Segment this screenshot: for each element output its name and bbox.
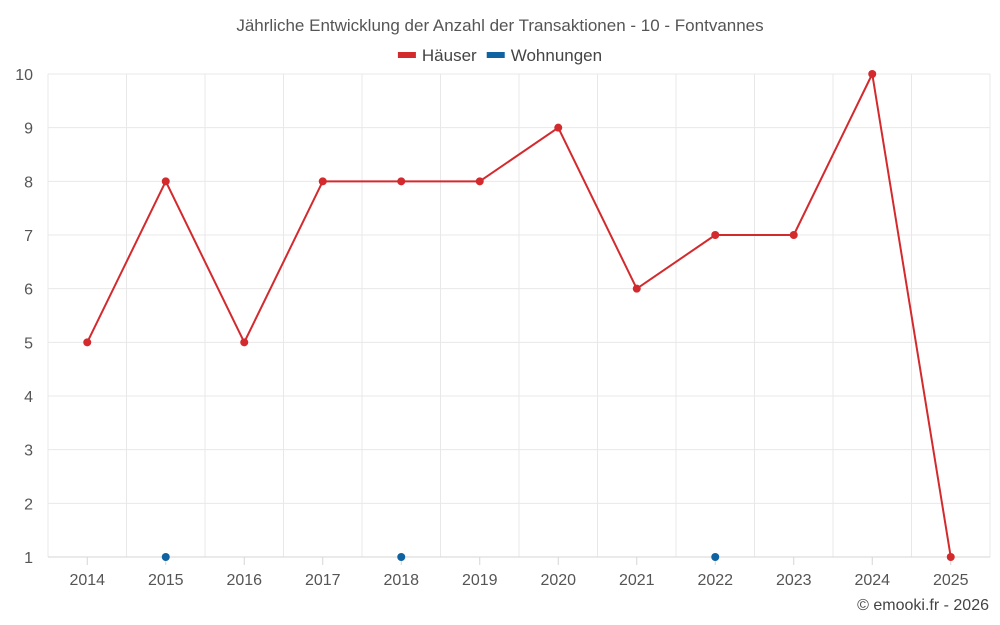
y-tick-label: 5 bbox=[24, 335, 33, 352]
x-tick-label: 2024 bbox=[854, 572, 890, 589]
y-tick-label: 10 bbox=[15, 67, 33, 84]
x-tick-label: 2023 bbox=[776, 572, 812, 589]
data-point bbox=[789, 231, 798, 239]
data-point bbox=[240, 338, 249, 347]
data-point bbox=[632, 284, 641, 293]
data-point bbox=[868, 70, 877, 78]
data-point bbox=[397, 553, 406, 561]
data-point bbox=[161, 177, 170, 186]
legend-swatch bbox=[486, 52, 505, 58]
x-tick-label: 2021 bbox=[619, 572, 655, 589]
x-tick-label: 2016 bbox=[226, 572, 262, 589]
x-tick-label: 2025 bbox=[933, 572, 969, 589]
data-point bbox=[318, 177, 327, 186]
chart-title: Jährliche Entwicklung der Anzahl der Tra… bbox=[236, 16, 763, 35]
series-group bbox=[83, 70, 955, 561]
x-tick-label: 2022 bbox=[697, 572, 733, 589]
series-line bbox=[86, 73, 952, 558]
y-tick-label: 3 bbox=[24, 443, 33, 460]
series-0 bbox=[83, 70, 955, 561]
x-tick-label: 2020 bbox=[540, 572, 576, 589]
x-tick-label: 2014 bbox=[69, 572, 105, 589]
y-tick-label: 9 bbox=[24, 121, 33, 138]
x-tick-label: 2019 bbox=[462, 572, 498, 589]
x-tick-label: 2017 bbox=[305, 572, 341, 589]
legend-label: Wohnungen bbox=[511, 46, 602, 65]
y-tick-label: 6 bbox=[24, 282, 33, 299]
data-point bbox=[711, 553, 720, 561]
data-point bbox=[83, 338, 92, 347]
chart-legend: Häuser Wohnungen bbox=[397, 46, 602, 65]
y-tick-label: 1 bbox=[24, 550, 33, 567]
y-tick-label: 7 bbox=[24, 228, 33, 245]
y-tick-label: 4 bbox=[24, 389, 33, 406]
legend-label: Häuser bbox=[422, 46, 477, 65]
data-point bbox=[711, 231, 720, 239]
credit-text: © emooki.fr - 2026 bbox=[857, 597, 989, 614]
legend-swatch bbox=[397, 52, 416, 58]
data-point bbox=[475, 177, 484, 186]
series-1 bbox=[161, 553, 720, 561]
grid bbox=[47, 73, 991, 558]
y-tick-label: 2 bbox=[24, 496, 33, 513]
x-tick-label: 2018 bbox=[383, 572, 419, 589]
x-tick-label: 2015 bbox=[148, 572, 184, 589]
y-axis: 1 2 3 4 5 6 7 8 9 10 bbox=[15, 67, 33, 567]
data-point bbox=[946, 553, 955, 561]
x-axis: 2014 2015 2016 2017 2018 2019 2020 2021 2022 2023… bbox=[69, 557, 969, 589]
y-tick-label: 8 bbox=[24, 174, 33, 191]
data-point bbox=[554, 123, 563, 132]
data-point bbox=[397, 177, 406, 186]
data-point bbox=[161, 553, 170, 561]
